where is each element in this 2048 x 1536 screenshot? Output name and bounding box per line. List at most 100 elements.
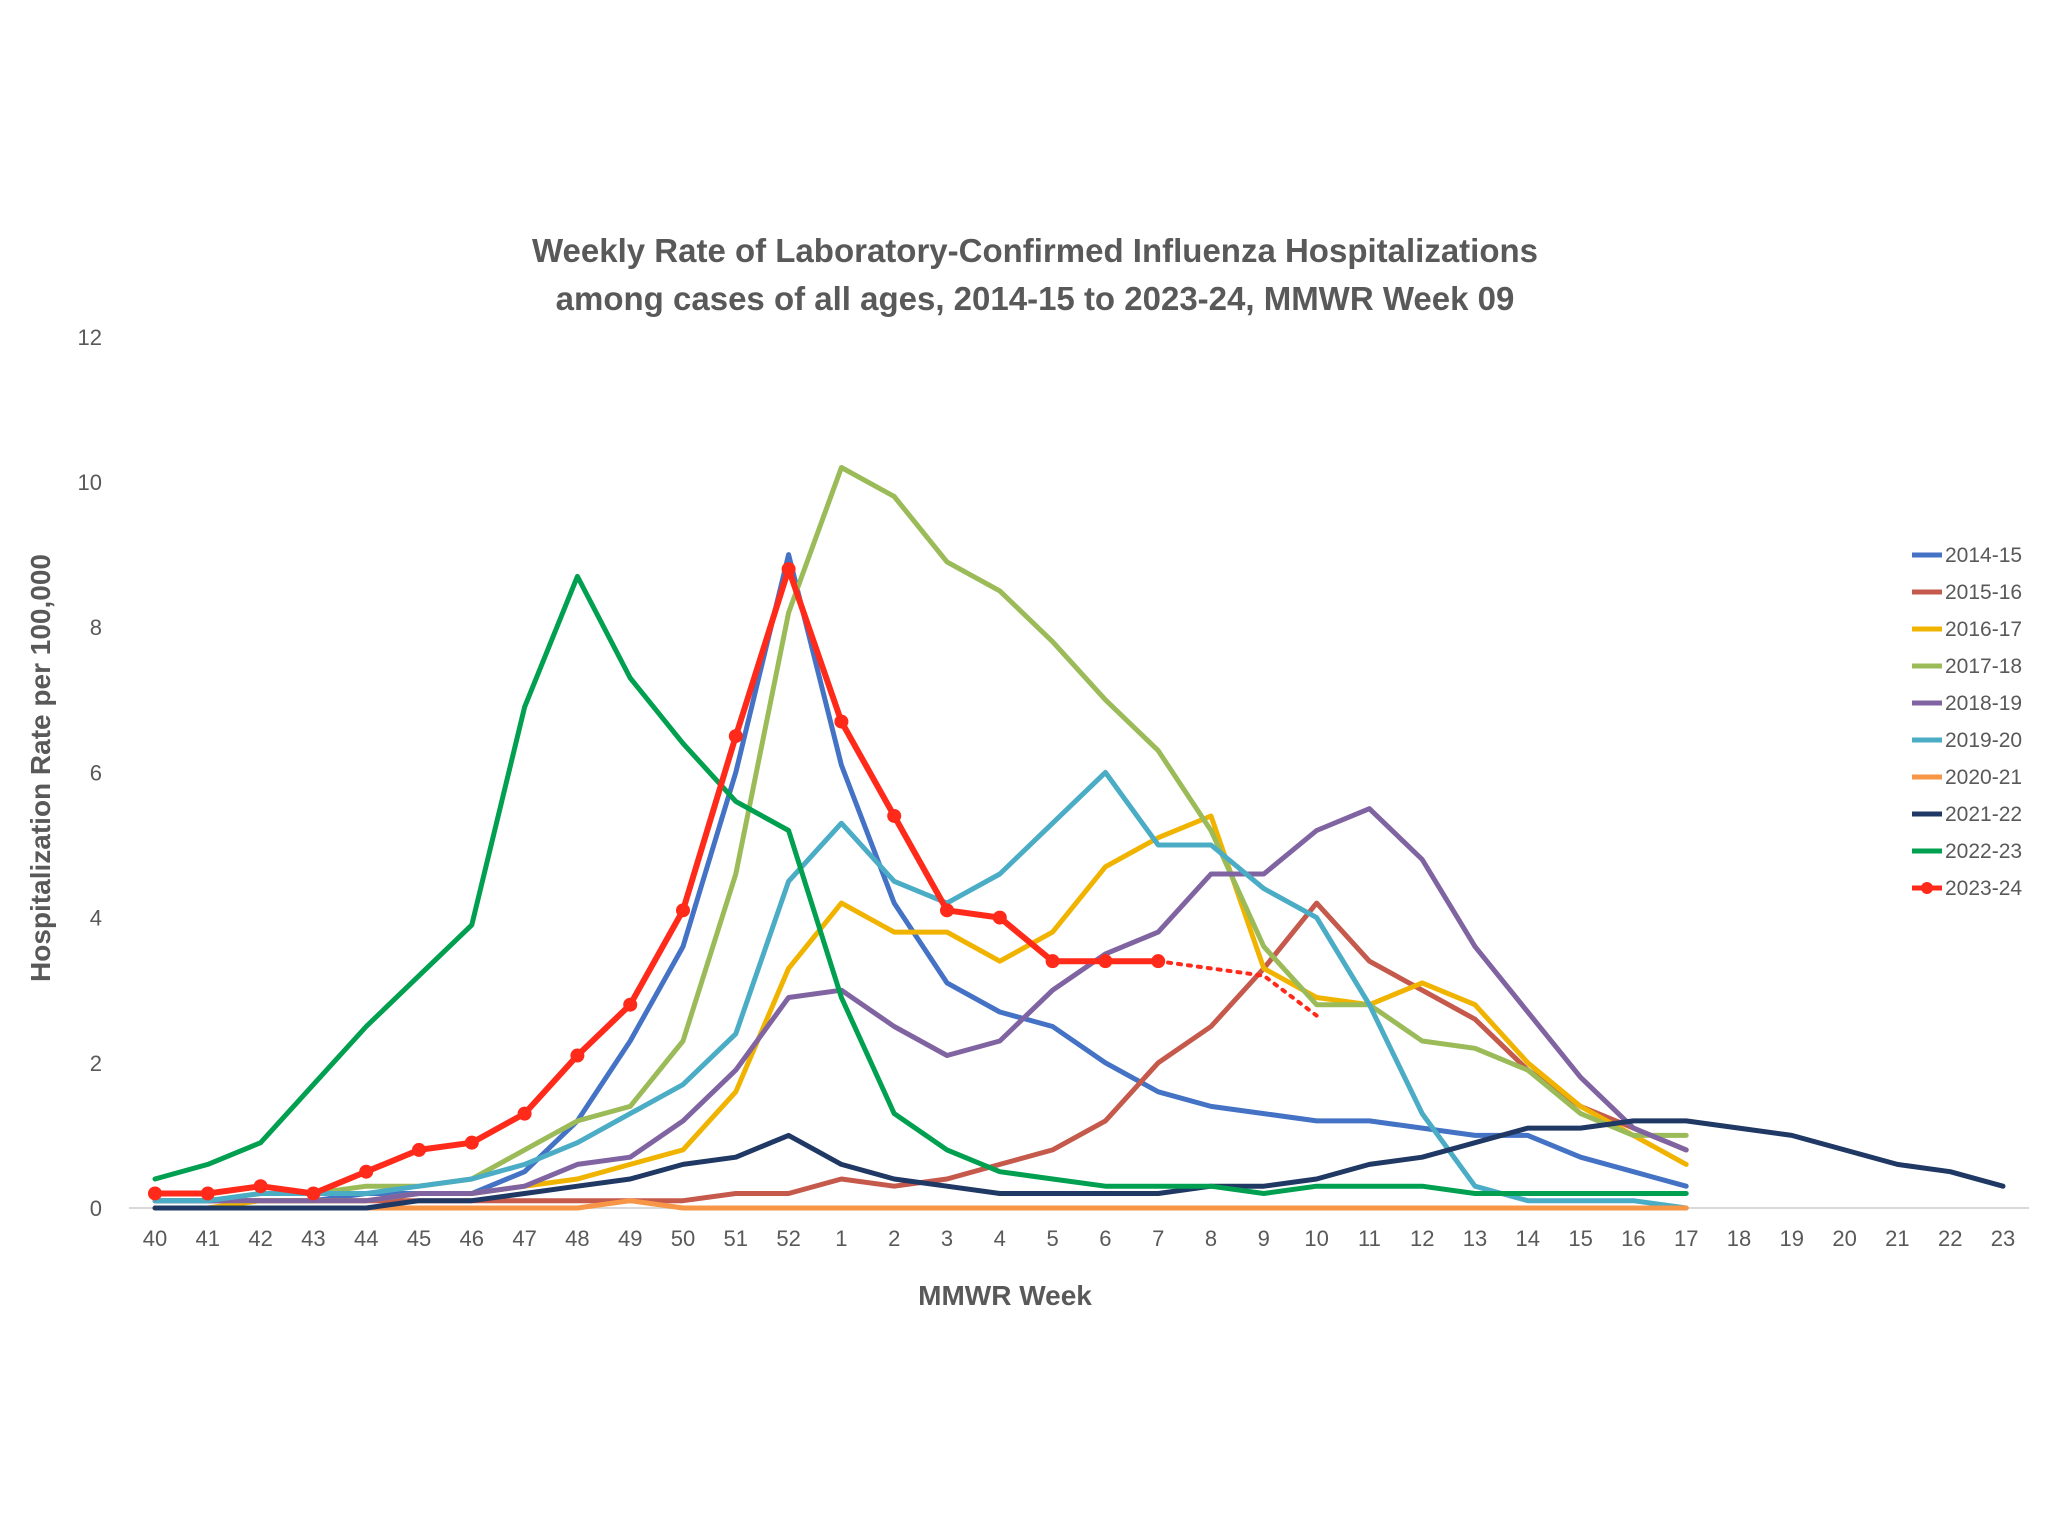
y-tick-label: 10	[78, 470, 102, 495]
x-tick-label: 23	[1991, 1226, 2015, 1251]
x-axis-title: MMWR Week	[918, 1280, 1092, 1311]
legend-item-2015-16: 2015-16	[1912, 581, 2022, 604]
x-tick-label: 45	[407, 1226, 431, 1251]
series-2018-19	[152, 806, 1689, 1204]
x-tick-label: 22	[1938, 1226, 1962, 1251]
y-axis-ticks: 0 2 4 6 8 10 12	[78, 325, 102, 1221]
data-point-2023-24	[676, 903, 690, 918]
data-point-2023-24	[992, 910, 1007, 925]
x-tick-label: 46	[460, 1226, 484, 1251]
series-2019-20	[152, 769, 1689, 1211]
data-point-2023-24	[728, 729, 743, 744]
series-line-2022-23	[152, 573, 1689, 1196]
data-point-2023-24	[1045, 954, 1060, 969]
data-point-2023-24	[412, 1142, 426, 1157]
data-point-2023-24	[1098, 954, 1113, 969]
chart-title-line-1: Weekly Rate of Laboratory-Confirmed Infl…	[532, 232, 1538, 269]
x-tick-label: 49	[618, 1226, 642, 1251]
x-tick-label: 18	[1727, 1226, 1751, 1251]
y-tick-label: 6	[90, 760, 102, 785]
data-point-2023-24	[517, 1106, 532, 1121]
legend-label: 2017-18	[1945, 655, 2022, 678]
x-tick-label: 5	[1046, 1226, 1058, 1251]
legend-item-2020-21: 2020-21	[1912, 766, 2022, 789]
x-tick-label: 16	[1621, 1226, 1645, 1251]
data-point-2023-24	[1151, 954, 1166, 969]
legend-label: 2015-16	[1945, 581, 2022, 604]
y-tick-label: 4	[90, 906, 102, 931]
x-tick-label: 47	[512, 1226, 536, 1251]
data-point-2023-24	[940, 903, 954, 918]
series-line-2023-24	[152, 566, 1162, 1197]
chart-title-line-2: among cases of all ages, 2014-15 to 2023…	[556, 280, 1515, 317]
legend-label: 2019-20	[1945, 729, 2022, 752]
legend-marker	[1921, 882, 1933, 894]
data-point-2023-24	[834, 714, 849, 729]
y-tick-label: 2	[90, 1051, 102, 1076]
x-tick-label: 11	[1358, 1226, 1381, 1251]
x-tick-label: 44	[354, 1226, 378, 1251]
data-point-2023-24	[570, 1048, 585, 1063]
x-axis-ticks: 40 41 42 43 44 45 46 47 48 49 50 51 52 1 2 3 4 5 6 7 8 9 10 11 1…	[143, 1226, 2015, 1251]
x-tick-label: 50	[671, 1226, 695, 1251]
y-axis-title: Hospitalization Rate per 100,000	[25, 554, 56, 982]
series-projection-2023-24	[1156, 959, 1319, 1018]
series-line-2020-21	[152, 1198, 1689, 1211]
x-tick-label: 43	[301, 1226, 325, 1251]
legend-item-2016-17: 2016-17	[1912, 618, 2022, 641]
data-point-2023-24	[148, 1186, 162, 1201]
data-point-2023-24	[887, 808, 902, 823]
legend-label: 2022-23	[1945, 840, 2022, 863]
data-point-2023-24	[200, 1186, 215, 1201]
x-tick-label: 10	[1304, 1226, 1328, 1251]
x-tick-label: 40	[143, 1226, 167, 1251]
y-tick-label: 0	[90, 1196, 102, 1221]
legend-label: 2014-15	[1945, 544, 2022, 567]
legend-label: 2020-21	[1945, 766, 2022, 789]
x-tick-label: 13	[1463, 1226, 1487, 1251]
legend-item-2017-18: 2017-18	[1912, 655, 2022, 678]
x-tick-label: 21	[1885, 1226, 1909, 1251]
series-line-2019-20	[152, 769, 1689, 1211]
series-2021-22	[152, 1118, 2006, 1211]
legend: 2014-15 2015-16 2016-17 2017-18 2018-19 2019-…	[1912, 544, 2022, 900]
legend-item-2023-24: 2023-24	[1912, 877, 2022, 900]
y-tick-label: 8	[90, 615, 102, 640]
x-tick-label: 3	[941, 1226, 953, 1251]
legend-item-2018-19: 2018-19	[1912, 692, 2022, 715]
x-tick-label: 20	[1832, 1226, 1856, 1251]
x-tick-label: 4	[994, 1226, 1006, 1251]
x-tick-label: 52	[776, 1226, 800, 1251]
legend-item-2021-22: 2021-22	[1912, 803, 2022, 826]
legend-item-2014-15: 2014-15	[1912, 544, 2022, 567]
x-tick-label: 51	[724, 1226, 748, 1251]
x-tick-label: 41	[196, 1226, 220, 1251]
x-tick-label: 42	[248, 1226, 272, 1251]
series-2022-23	[152, 573, 1689, 1196]
legend-label: 2016-17	[1945, 618, 2022, 641]
data-point-2023-24	[464, 1135, 479, 1150]
series-line-2018-19	[152, 806, 1689, 1204]
series-2023-24	[148, 562, 1319, 1201]
x-tick-label: 9	[1258, 1226, 1270, 1251]
data-point-2023-24	[781, 562, 796, 577]
data-point-2023-24	[306, 1186, 321, 1201]
legend-label: 2018-19	[1945, 692, 2022, 715]
series-2020-21	[152, 1198, 1689, 1211]
legend-item-2022-23: 2022-23	[1912, 840, 2022, 863]
x-tick-label: 7	[1152, 1226, 1164, 1251]
x-tick-label: 8	[1205, 1226, 1217, 1251]
data-point-2023-24	[359, 1164, 374, 1179]
series-line-2021-22	[152, 1118, 2006, 1211]
x-tick-label: 12	[1410, 1226, 1434, 1251]
x-tick-label: 1	[835, 1226, 847, 1251]
x-tick-label: 15	[1568, 1226, 1592, 1251]
legend-label: 2021-22	[1945, 803, 2022, 826]
x-tick-label: 19	[1780, 1226, 1804, 1251]
legend-item-2019-20: 2019-20	[1912, 729, 2022, 752]
data-point-2023-24	[253, 1179, 268, 1194]
series-layer	[148, 465, 2006, 1211]
data-point-2023-24	[623, 997, 638, 1012]
